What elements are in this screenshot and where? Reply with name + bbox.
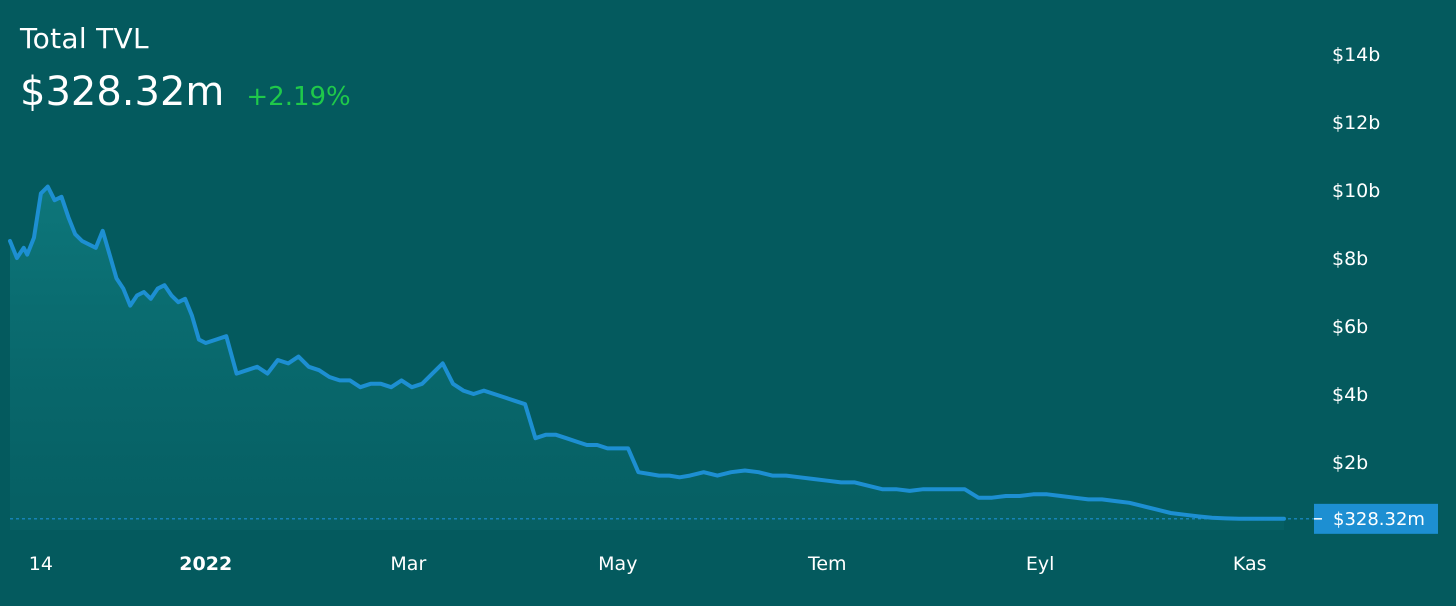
y-tick-label: $6b <box>1332 316 1368 338</box>
x-tick-label: May <box>598 553 637 575</box>
value-row: $328.32m +2.19% <box>20 69 351 115</box>
change-percent: +2.19% <box>246 82 351 112</box>
y-tick-label: $10b <box>1332 180 1380 202</box>
x-axis: 14 2022 Mar May Tem Eyl Kas <box>29 553 1267 575</box>
x-tick-label: Eyl <box>1026 553 1055 575</box>
area-layer <box>10 186 1284 530</box>
y-tick-label: $2b <box>1332 452 1368 474</box>
total-value: $328.32m <box>20 69 225 115</box>
x-tick-label: Tem <box>807 553 847 575</box>
y-tick-label: $4b <box>1332 384 1368 406</box>
current-value-label: $328.32m <box>1333 509 1425 530</box>
tvl-line <box>8 184 1286 521</box>
chart-header: Total TVL $328.32m +2.19% <box>20 22 351 115</box>
x-tick-label: 14 <box>29 553 53 575</box>
y-tick-label: $12b <box>1332 112 1380 134</box>
y-tick-label: $14b <box>1332 44 1380 66</box>
x-tick-label: Mar <box>390 553 426 575</box>
current-value-tag <box>1314 503 1438 534</box>
line-layer <box>8 184 1286 521</box>
chart-title: Total TVL <box>20 22 149 55</box>
y-axis: $2b $4b $6b $8b $10b $12b $14b <box>1332 44 1380 474</box>
x-tick-label: Kas <box>1233 553 1267 575</box>
tvl-area <box>10 186 1284 530</box>
y-tick-label: $8b <box>1332 248 1368 270</box>
x-tick-label: 2022 <box>179 553 232 575</box>
current-value-baseline-layer: $328.32m <box>10 503 1438 534</box>
